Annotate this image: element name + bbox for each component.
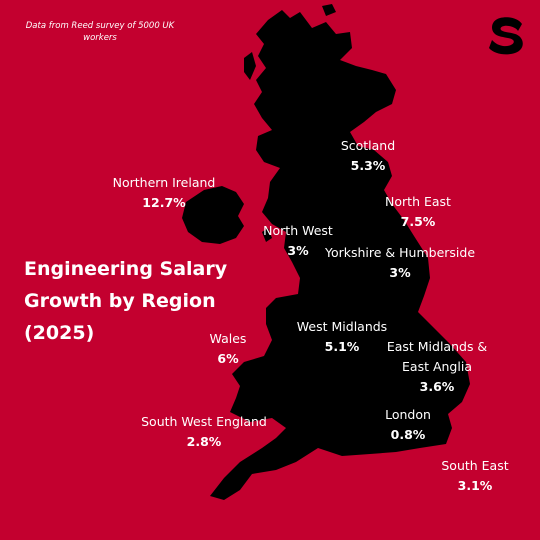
northern-ireland-shape	[182, 186, 244, 244]
region-name: North East	[385, 194, 451, 209]
great-britain-shape	[210, 10, 470, 500]
orkney-island	[322, 4, 336, 16]
region-label-wales: Wales 6%	[210, 329, 247, 369]
region-value: 5.1%	[324, 339, 360, 354]
region-value: 0.8%	[390, 427, 426, 442]
region-name: West Midlands	[296, 319, 388, 334]
region-name: London	[385, 407, 431, 422]
region-name: Wales	[209, 331, 247, 346]
region-label-northern-ireland: Northern Ireland 12.7%	[113, 173, 216, 213]
region-value: 12.7%	[142, 195, 186, 210]
region-label-north-west: North West 3%	[263, 221, 333, 261]
region-name: North West	[263, 223, 333, 238]
region-value: 6%	[217, 351, 239, 366]
region-label-scotland: Scotland 5.3%	[341, 136, 395, 176]
region-value: 3%	[287, 243, 309, 258]
uk-landmass	[182, 4, 470, 500]
region-value: 5.3%	[350, 158, 386, 173]
region-value: 3.1%	[457, 478, 493, 493]
region-label-south-east: South East 3.1%	[441, 456, 508, 496]
region-value: 2.8%	[186, 434, 222, 449]
region-name: Scotland	[340, 138, 396, 153]
isle-of-man-island	[262, 228, 272, 242]
region-label-london: London 0.8%	[385, 405, 431, 445]
region-value: 3%	[389, 265, 411, 280]
region-value: 7.5%	[400, 214, 436, 229]
brand-s-shape	[489, 17, 523, 55]
region-name: Northern Ireland	[112, 175, 216, 190]
chart-title: Engineering Salary Growth by Region (202…	[24, 253, 254, 349]
title-line-1: Engineering Salary	[24, 258, 228, 280]
region-name: Yorkshire & Humberside	[324, 245, 476, 260]
region-label-south-west-england: South West England 2.8%	[141, 412, 267, 452]
source-note: Data from Reed survey of 5000 UK workers	[25, 21, 175, 43]
region-value: 3.6%	[419, 379, 455, 394]
region-name: East Midlands & East Anglia	[386, 339, 488, 374]
region-name: South West England	[141, 414, 267, 429]
region-name: South East	[441, 458, 509, 473]
brand-s-logo-icon	[489, 17, 523, 55]
region-label-east-midlands-east-anglia: East Midlands & East Anglia 3.6%	[387, 337, 487, 397]
region-label-yorkshire-humberside: Yorkshire & Humberside 3%	[325, 243, 475, 283]
title-line-3: (2025)	[24, 322, 95, 344]
region-label-north-east: North East 7.5%	[385, 192, 451, 232]
region-label-west-midlands: West Midlands 5.1%	[297, 317, 387, 357]
hebrides-island	[244, 52, 256, 80]
title-line-2: Growth by Region	[24, 290, 216, 312]
